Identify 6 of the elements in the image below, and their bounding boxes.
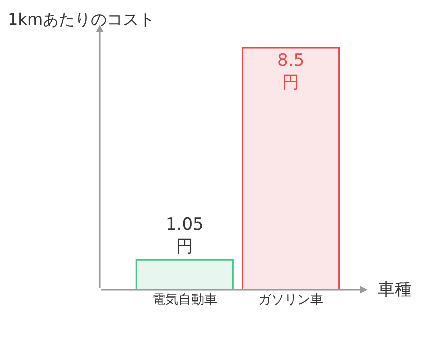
- x-tick-label: 電気自動車: [152, 293, 218, 308]
- data-label: 1.05 円: [166, 215, 204, 258]
- x-tick-label: ガソリン車: [258, 293, 324, 308]
- y-axis-title: 1kmあたりのコスト: [8, 10, 156, 29]
- data-label: 8.5 円: [277, 50, 305, 94]
- x-axis-title: 車種: [378, 280, 412, 300]
